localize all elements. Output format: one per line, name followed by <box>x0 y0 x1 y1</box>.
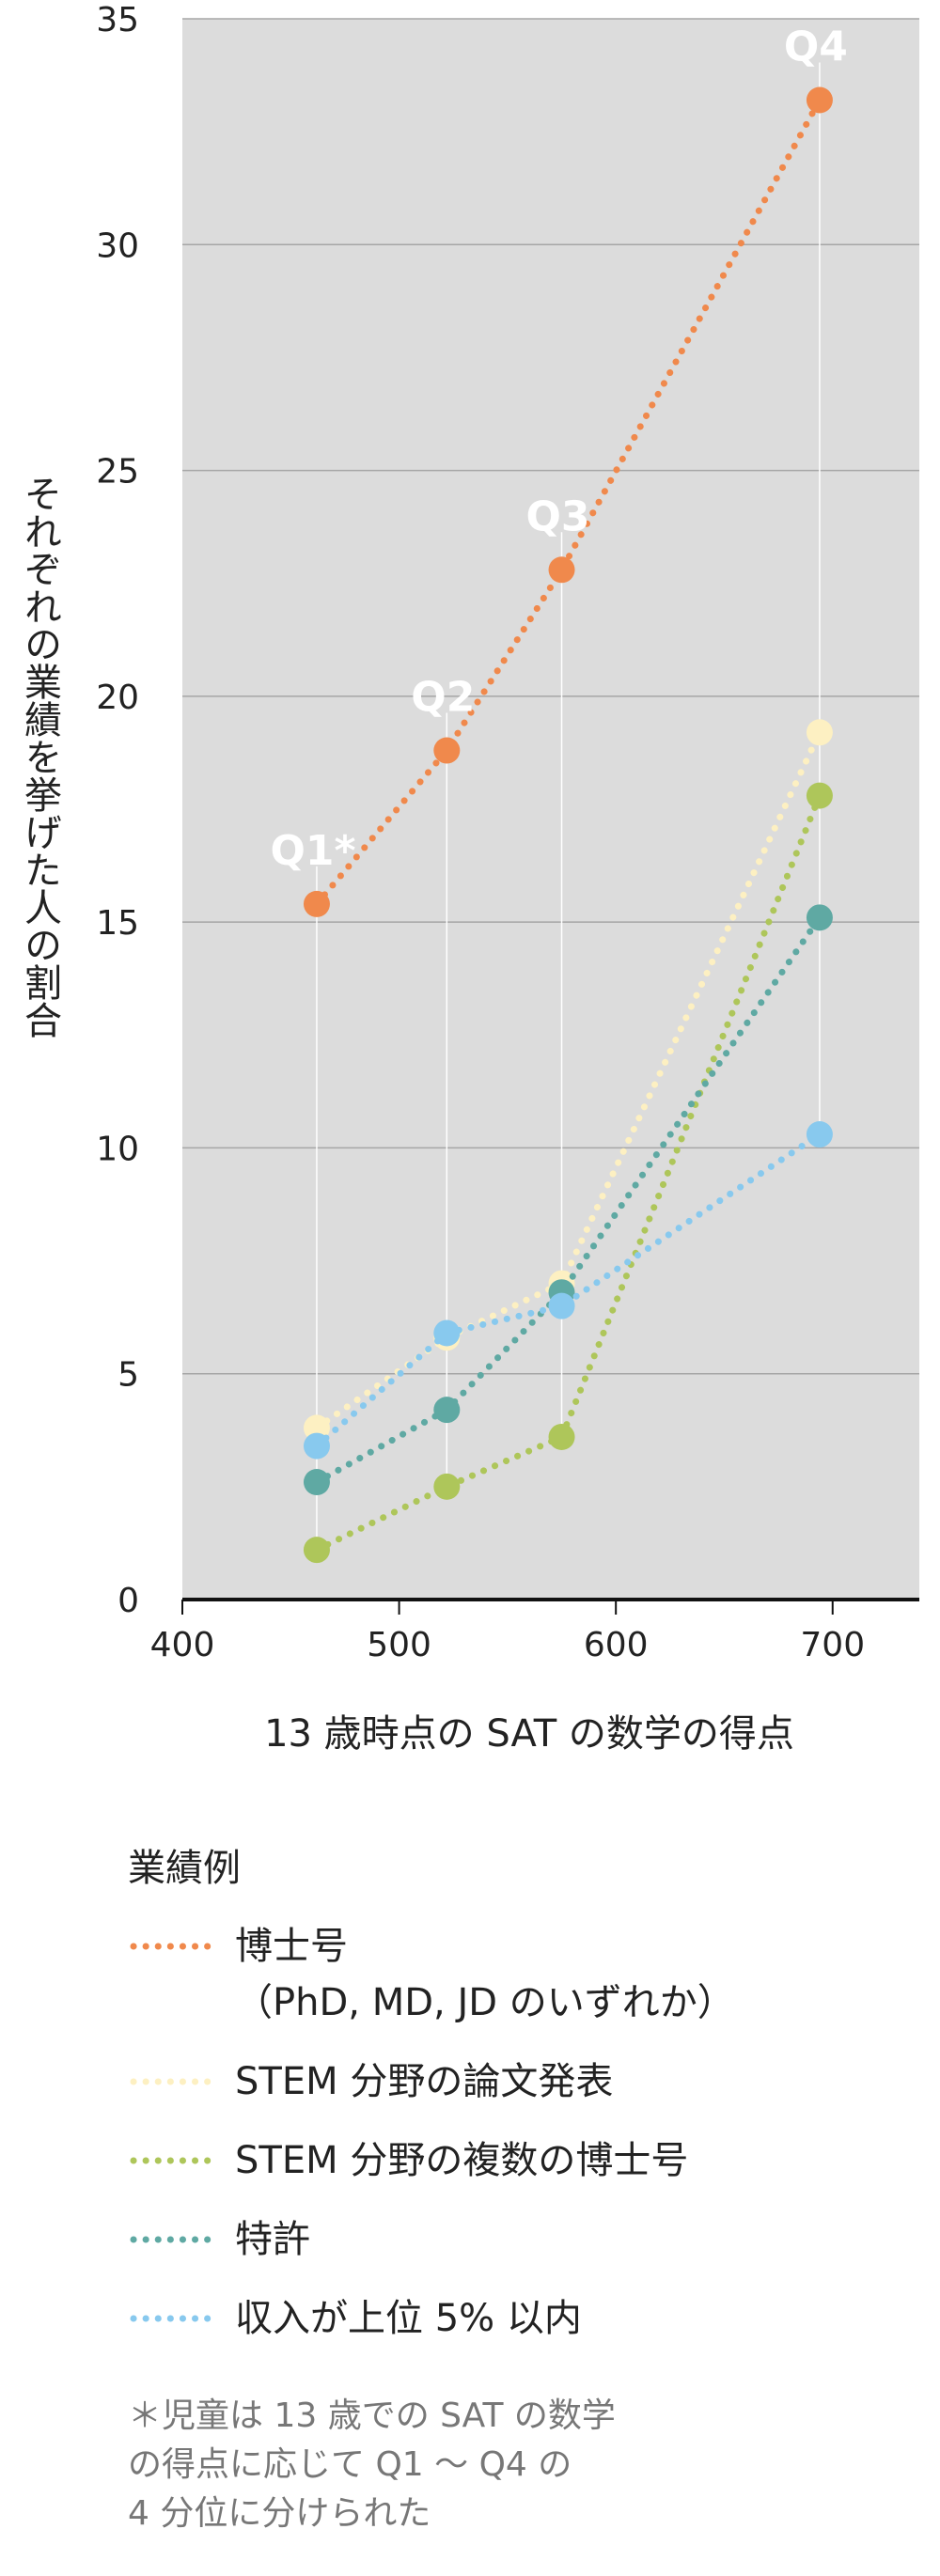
series-5-point-3 <box>548 1292 575 1319</box>
series-1 <box>303 86 833 917</box>
series-4-point-4 <box>806 904 833 931</box>
quartile-label-4: Q4 <box>784 23 848 71</box>
y-tick-15: 15 <box>96 904 139 943</box>
legend-label: 博士号 （PhD, MD, JD のいずれか） <box>235 1918 735 2031</box>
legend-items: 博士号 （PhD, MD, JD のいずれか） STEM 分野の論文発表 STEM 分… <box>128 1918 917 2347</box>
y-tick-10: 10 <box>96 1130 139 1168</box>
legend-label-main: STEM 分野の複数の博士号 <box>235 2139 689 2182</box>
series-line-3 <box>313 792 823 1553</box>
legend-item: 収入が上位 5% 以内 <box>128 2290 917 2347</box>
series-2-point-4 <box>806 719 833 746</box>
y-axis-label: それぞれの業績を挙げた人の割合 <box>18 475 61 1038</box>
y-tick-30: 30 <box>96 226 139 265</box>
quartile-label-3: Q3 <box>526 492 590 540</box>
plot-area <box>182 19 919 1600</box>
y-tick-20: 20 <box>96 679 139 717</box>
legend-label-main: STEM 分野の論文発表 <box>235 2060 614 2103</box>
legend-swatch <box>130 1943 212 1950</box>
series-line-2 <box>313 728 823 1431</box>
legend-item: STEM 分野の複数の博士号 <box>128 2132 917 2189</box>
legend-label: STEM 分野の複数の博士号 <box>235 2132 688 2189</box>
series-3-point-4 <box>806 782 833 809</box>
series-5-point-4 <box>806 1121 833 1148</box>
legend-swatch <box>130 2236 212 2243</box>
series-1-point-1 <box>303 890 330 917</box>
legend-swatch <box>130 2157 212 2164</box>
y-tick-5: 5 <box>118 1356 139 1395</box>
x-tick-500: 500 <box>367 1626 431 1664</box>
grid-lines <box>182 18 919 1375</box>
y-tick-25: 25 <box>96 453 139 492</box>
legend-label-main: 博士号 <box>235 1925 348 1968</box>
series-3-point-1 <box>303 1537 330 1564</box>
y-ticks: 0 5 10 15 20 25 30 35 <box>96 1 139 1620</box>
series-4 <box>303 904 833 1496</box>
legend-label: 特許 <box>235 2211 310 2268</box>
legend-label-sub: （PhD, MD, JD のいずれか） <box>235 1981 735 2024</box>
legend-label-main: 特許 <box>235 2218 310 2261</box>
quartile-label-2: Q2 <box>411 674 475 722</box>
footnote: ＊児童は 13 歳での SAT の数学 の得点に応じて Q1 〜 Q4 の 4 … <box>128 2396 616 2534</box>
y-tick-35: 35 <box>96 1 139 39</box>
quartile-label-1: Q1* <box>270 827 355 875</box>
series-3 <box>303 782 833 1564</box>
series-line-4 <box>313 913 823 1486</box>
y-tick-0: 0 <box>118 1582 139 1620</box>
legend-label: 収入が上位 5% 以内 <box>235 2290 582 2347</box>
series-line-1 <box>313 97 823 908</box>
series-line-5 <box>313 1131 823 1450</box>
legend: 業績例 博士号 （PhD, MD, JD のいずれか） STEM 分野の論文発表 ST… <box>128 1837 917 2369</box>
legend-item: 特許 <box>128 2211 917 2268</box>
series-2-point-1 <box>303 1414 330 1442</box>
series-1-point-2 <box>433 737 461 764</box>
chart: 400 500 600 700 0 5 10 15 20 25 30 35 Q1* Q2 Q3 Q4 13… <box>18 1 919 1756</box>
legend-label-main: 収入が上位 5% 以内 <box>235 2297 582 2340</box>
legend-item: STEM 分野の論文発表 <box>128 2053 917 2110</box>
x-axis-label: 13 歳時点の SAT の数学の得点 <box>264 1712 794 1756</box>
x-tick-400: 400 <box>150 1626 215 1664</box>
quartile-labels: Q1* Q2 Q3 Q4 <box>270 23 847 875</box>
legend-swatch <box>130 2315 212 2322</box>
legend-swatch <box>130 2078 212 2085</box>
x-tick-700: 700 <box>800 1626 865 1664</box>
legend-title: 業績例 <box>128 1847 241 1890</box>
series-4-point-2 <box>433 1397 461 1424</box>
x-tick-600: 600 <box>584 1626 649 1664</box>
series-4-point-1 <box>303 1469 330 1496</box>
x-ticks: 400 500 600 700 <box>150 1600 865 1664</box>
series-5-point-1 <box>303 1432 330 1460</box>
series-3-point-3 <box>548 1423 575 1450</box>
series-3-point-2 <box>433 1473 461 1500</box>
series-5-point-2 <box>433 1319 461 1347</box>
legend-label: STEM 分野の論文発表 <box>235 2053 613 2110</box>
series-1-point-4 <box>806 86 833 114</box>
series-5 <box>303 1121 833 1460</box>
series-1-point-3 <box>548 556 575 584</box>
legend-item: 博士号 （PhD, MD, JD のいずれか） <box>128 1918 917 2031</box>
series-group <box>303 86 833 1564</box>
